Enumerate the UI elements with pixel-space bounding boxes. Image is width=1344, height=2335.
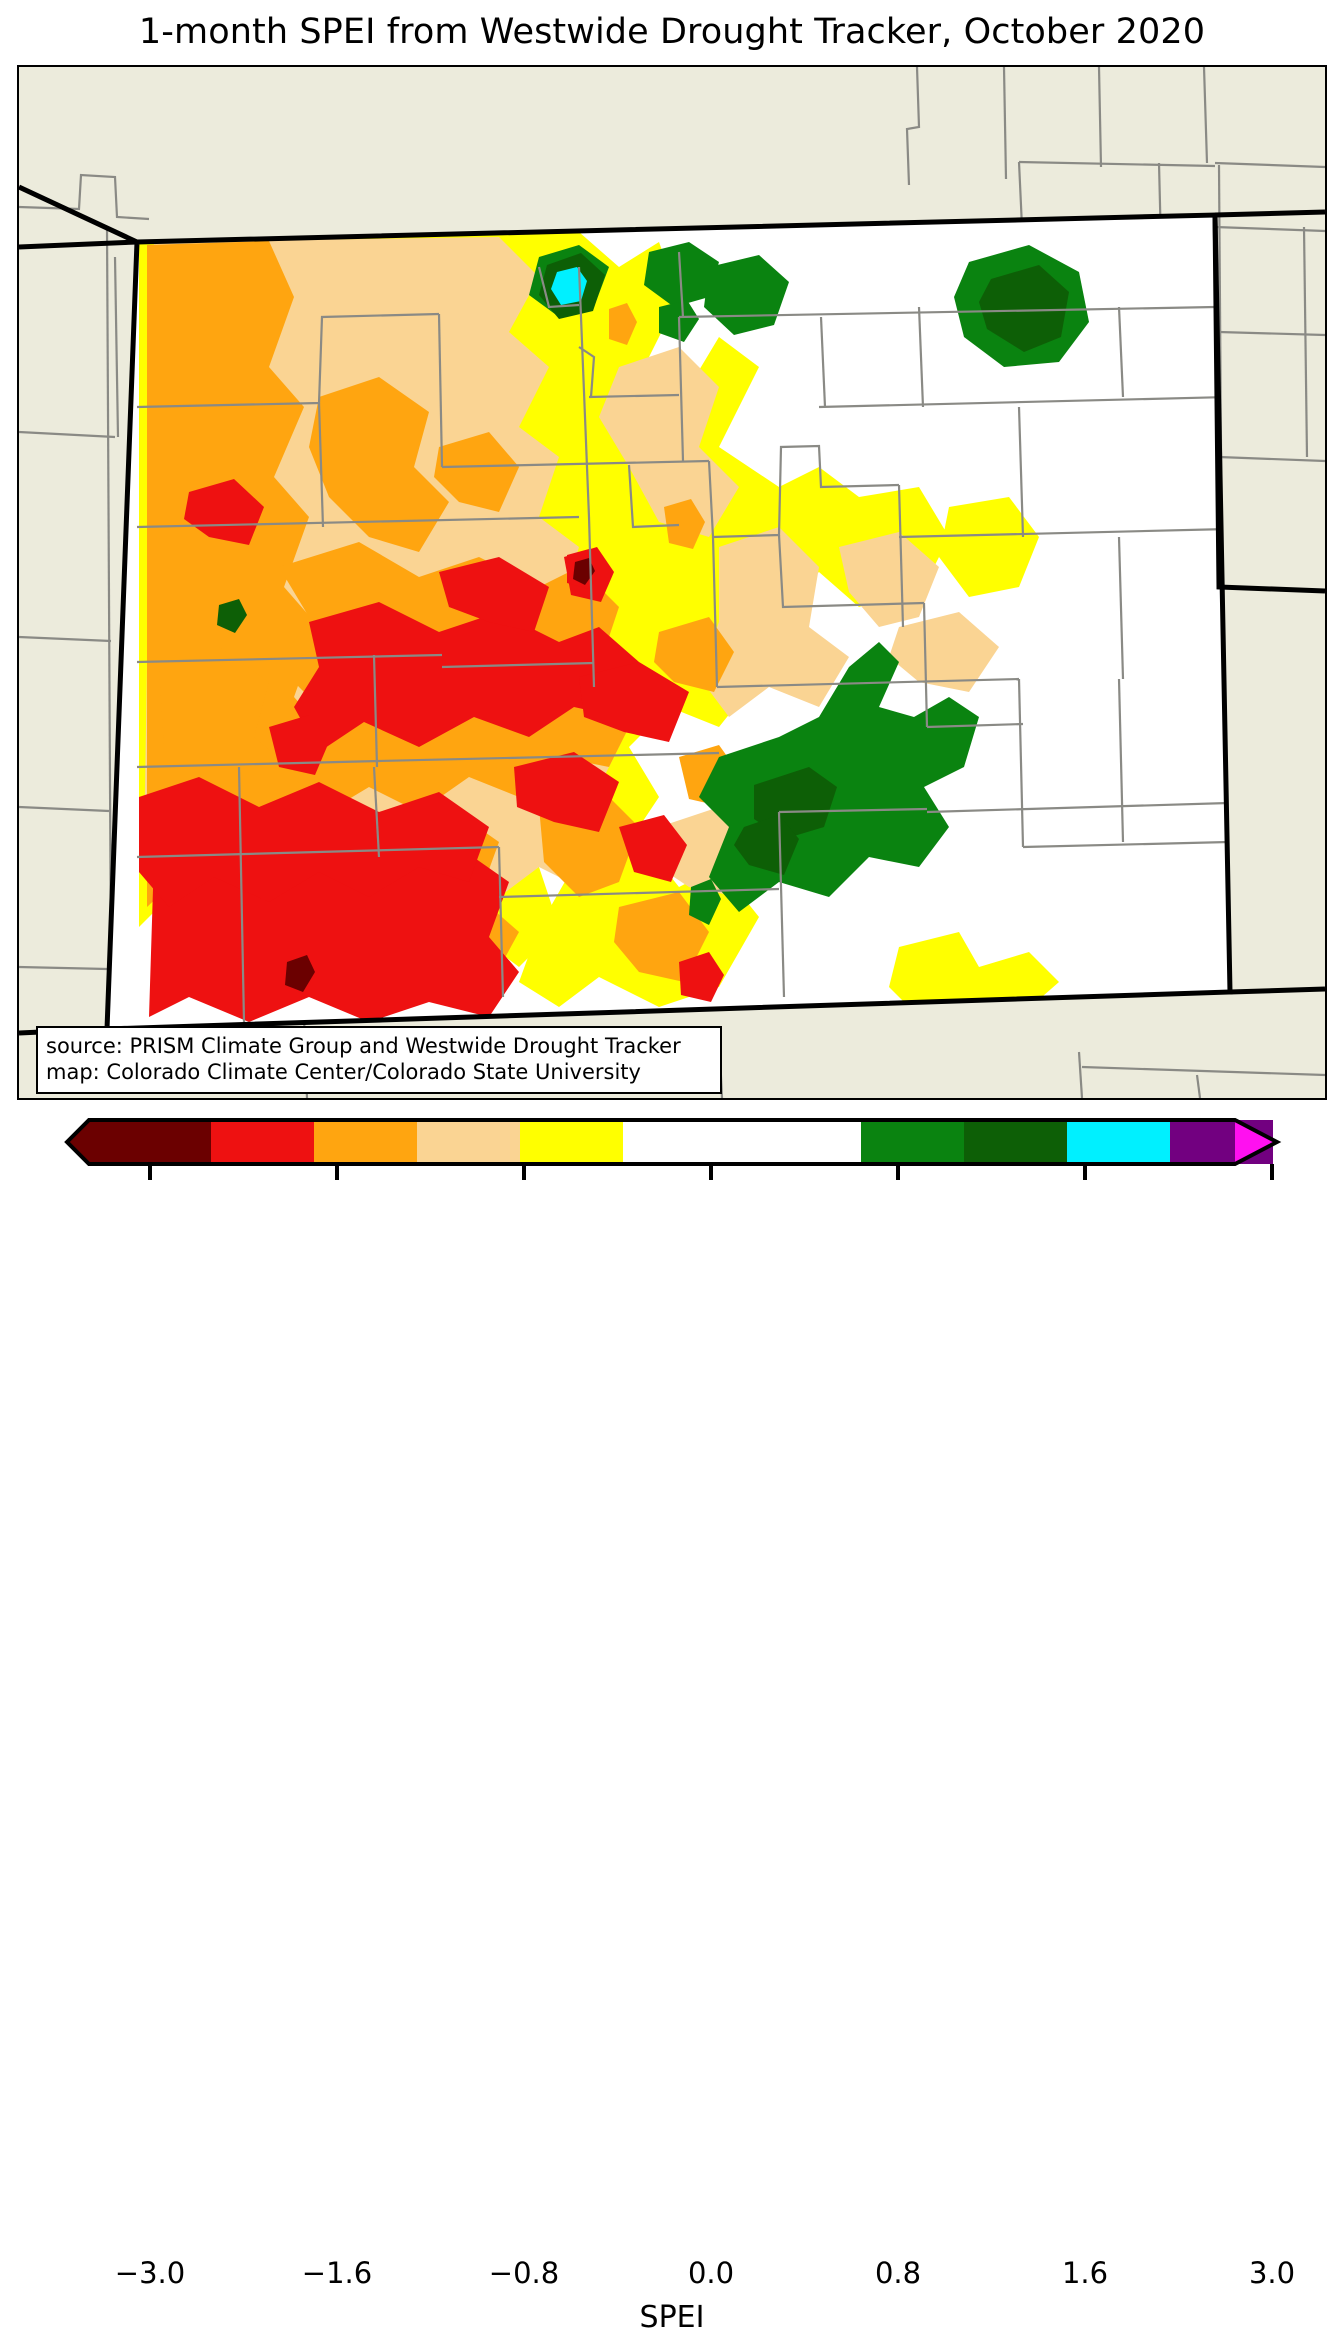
attribution-source-line: source: PRISM Climate Group and Westwide… (46, 1034, 681, 1058)
map-page: 1-month SPEI from Westwide Drought Track… (0, 12, 1344, 2335)
spei-contour-layer (107, 215, 1230, 1029)
colorbar: −3.0 −1.6 −0.8 0.0 0.8 1.6 3.0 SPEI (0, 1104, 1344, 2335)
map-canvas (17, 65, 1327, 1100)
colorbar-band-1 (211, 1120, 314, 1164)
colorbar-over-arrow (1235, 1120, 1277, 1164)
colorbar-band-5 (623, 1120, 861, 1164)
attribution-box: source: PRISM Climate Group and Westwide… (36, 1026, 722, 1094)
colorbar-tick-label-0: −3.0 (114, 2256, 186, 2290)
colorbar-ticks (148, 1164, 1274, 1180)
colorbar-band-2 (314, 1120, 417, 1164)
colorbar-band-0 (67, 1120, 211, 1164)
colorbar-swatches (64, 1114, 1344, 1180)
spei-band-very-wet (551, 267, 587, 305)
colorbar-tick-label-2: −0.8 (488, 2256, 560, 2290)
colorbar-band-7 (964, 1120, 1067, 1164)
colorado-county-lines (136, 251, 1230, 1023)
colorbar-tick-label-5: 1.6 (1061, 2256, 1109, 2290)
colorbar-tick-label-6: 3.0 (1248, 2256, 1296, 2290)
colorbar-tick-labels: −3.0 −1.6 −0.8 0.0 0.8 1.6 3.0 (0, 2256, 1344, 2296)
colorbar-bands (67, 1120, 1344, 1164)
page-title: 1-month SPEI from Westwide Drought Track… (138, 12, 1206, 52)
colorbar-band-8 (1067, 1120, 1170, 1164)
colorbar-band-4 (520, 1120, 623, 1164)
colorbar-band-9b (1170, 1120, 1235, 1164)
colorbar-axis-label: SPEI (639, 2300, 705, 2335)
colorbar-tick-label-3: 0.0 (687, 2256, 735, 2290)
colorbar-tick-label-4: 0.8 (874, 2256, 922, 2290)
spei-choropleth-map (19, 67, 1325, 1098)
colorbar-band-3 (417, 1120, 520, 1164)
attribution-map-line: map: Colorado Climate Center/Colorado St… (46, 1060, 641, 1085)
colorbar-outline (64, 1118, 1282, 1166)
colorbar-band-6 (861, 1120, 964, 1164)
colorbar-tick-label-1: −1.6 (301, 2256, 373, 2290)
colorbar-right-mask (1273, 1114, 1344, 1170)
